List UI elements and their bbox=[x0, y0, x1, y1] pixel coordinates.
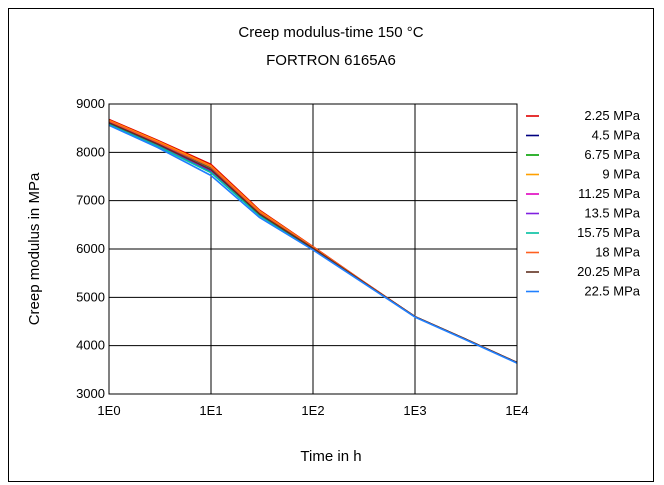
y-tick-label: 9000 bbox=[76, 96, 105, 111]
legend-label: 15.75 MPa bbox=[577, 225, 641, 240]
x-tick-label: 1E2 bbox=[301, 403, 324, 418]
series-lines bbox=[108, 118, 518, 364]
chart-title: Creep modulus-time 150 °C bbox=[238, 24, 423, 41]
y-tick-label: 3000 bbox=[76, 386, 105, 401]
plot-area-border bbox=[108, 103, 518, 395]
y-tick-label: 6000 bbox=[76, 241, 105, 256]
legend-label: 9 MPa bbox=[602, 167, 640, 182]
legend-label: 6.75 MPa bbox=[584, 147, 640, 162]
legend-label: 11.25 MPa bbox=[578, 186, 641, 201]
chart-frame: Creep modulus-time 150 °C FORTRON 6165A6… bbox=[8, 8, 654, 482]
legend-label: 22.5 MPa bbox=[584, 284, 640, 299]
y-axis-label: Creep modulus in MPa bbox=[26, 172, 43, 325]
legend: 2.25 MPa 4.5 MPa 6.75 MPa 9 MPa 11.25 MPa 13.… bbox=[526, 108, 641, 299]
y-tick-label: 7000 bbox=[76, 193, 105, 208]
series-line bbox=[108, 124, 518, 364]
tick-labels: 1E0 1E1 1E2 1E3 1E4 3000 4000 5000 6000 7000 8000 9… bbox=[76, 96, 528, 418]
y-tick-label: 4000 bbox=[76, 338, 105, 353]
y-tick-label: 8000 bbox=[76, 144, 105, 159]
x-axis-label: Time in h bbox=[300, 448, 361, 465]
x-tick-label: 1E1 bbox=[199, 403, 222, 418]
legend-label: 2.25 MPa bbox=[584, 108, 640, 123]
legend-label: 4.5 MPa bbox=[592, 128, 641, 143]
legend-label: 20.25 MPa bbox=[577, 264, 641, 279]
legend-label: 18 MPa bbox=[595, 245, 641, 260]
chart-subtitle: FORTRON 6165A6 bbox=[266, 52, 396, 69]
x-tick-label: 1E4 bbox=[505, 403, 528, 418]
y-tick-label: 5000 bbox=[76, 289, 105, 304]
x-tick-label: 1E0 bbox=[97, 403, 120, 418]
creep-modulus-chart: Creep modulus-time 150 °C FORTRON 6165A6… bbox=[26, 24, 641, 465]
legend-label: 13.5 MPa bbox=[584, 206, 640, 221]
x-tick-label: 1E3 bbox=[403, 403, 426, 418]
